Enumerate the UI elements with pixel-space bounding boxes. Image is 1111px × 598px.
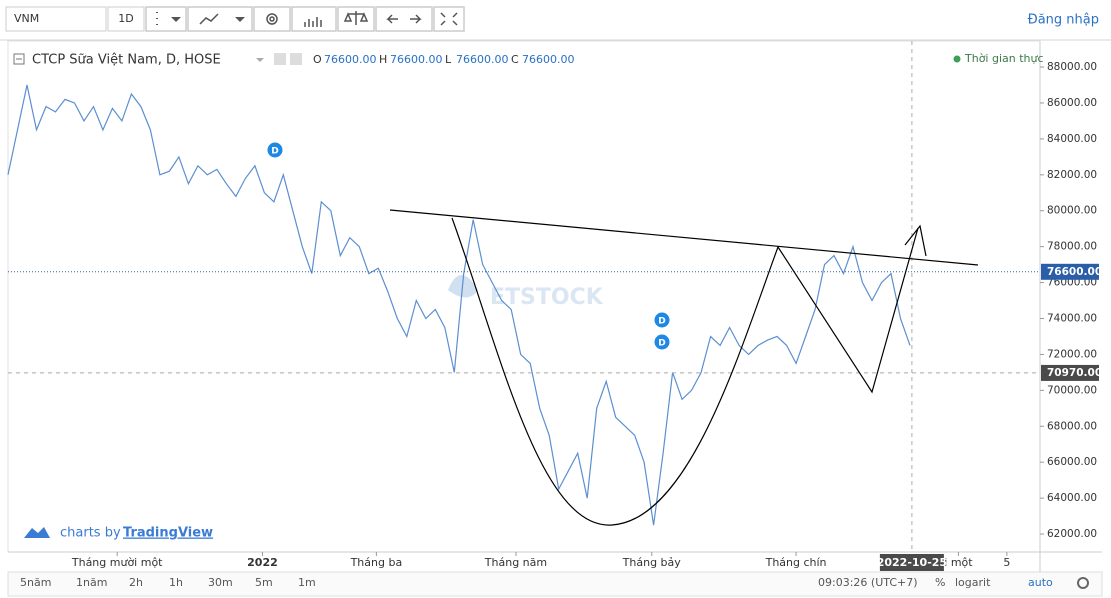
ohlc-value: 76600.00 (324, 53, 377, 66)
interval-button[interactable] (107, 6, 145, 32)
crosshair-x-label: 2022-10-25 (877, 556, 947, 569)
marker-label: D (658, 339, 665, 349)
settings-icon[interactable] (1077, 577, 1089, 589)
ohlc-key: H (379, 53, 387, 66)
range-button[interactable]: 1h (169, 576, 183, 589)
toolbar-icons[interactable] (145, 6, 465, 32)
marker-dot (266, 141, 284, 159)
watermark-text: ETSTOCK (490, 285, 604, 310)
arrow (904, 224, 927, 257)
x-tick-label: Tháng ba (350, 556, 403, 569)
y-tick-label: 62000.00 (1047, 528, 1097, 540)
ohlc-key: C (511, 53, 519, 66)
price-line (7, 84, 911, 526)
range-button[interactable]: 5năm (20, 576, 51, 589)
range-button[interactable]: 1năm (76, 576, 107, 589)
legend-title: CTCP Sữa Việt Nam, D, HOSE (32, 53, 221, 68)
clock: 09:03:26 (UTC+7) (818, 576, 918, 589)
crosshair-x-box (879, 554, 944, 571)
x-tick-label: Tháng chín (765, 556, 827, 569)
bottom-bar (7, 571, 1103, 597)
crosshair-y-label: 70970.00 (1047, 367, 1102, 379)
interval[interactable]: 1D (118, 12, 133, 25)
symbol-box[interactable] (5, 6, 107, 32)
x-tick-label: Tháng bảy (622, 556, 682, 569)
y-tick-label: 74000.00 (1047, 313, 1097, 325)
range-button[interactable]: 5m (255, 576, 273, 589)
marker-label: D (658, 317, 665, 327)
realtime-label: Thời gian thực (964, 52, 1044, 65)
range-button[interactable]: 2h (129, 576, 143, 589)
marker-dot (653, 311, 671, 329)
y-tick-label: 70000.00 (1047, 384, 1097, 396)
y-tick-label: 88000.00 (1047, 61, 1097, 73)
last-price-label: 76600.00 (1047, 266, 1102, 278)
x-tick-label: i một (944, 556, 973, 569)
login-link[interactable]: Đăng nhập (1028, 13, 1099, 28)
y-tick-label: 80000.00 (1047, 205, 1097, 217)
symbol[interactable]: VNM (14, 12, 39, 25)
branding-name[interactable]: TradingView (123, 526, 213, 541)
y-tick-label: 86000.00 (1047, 97, 1097, 109)
y-tick-label: 72000.00 (1047, 348, 1097, 360)
auto-toggle[interactable]: auto (1028, 576, 1053, 589)
y-tick-label: 66000.00 (1047, 456, 1097, 468)
crosshair-y-box (1041, 364, 1099, 381)
y-tick-label: 78000.00 (1047, 241, 1097, 253)
pattern-path (451, 217, 919, 526)
x-tick-label: 2022 (247, 556, 278, 569)
ohlc-value: 76600.00 (522, 53, 575, 66)
y-tick-label: 68000.00 (1047, 420, 1097, 432)
x-tick-label: Tháng năm (484, 556, 547, 569)
plot: 62000.00 64000.00 66000.00 68000.00 70000.00… (7, 41, 1102, 571)
ohlc-value: 76600.00 (390, 53, 443, 66)
ohlc-key: L (445, 53, 452, 66)
trend-line (389, 209, 979, 266)
collapse-icon[interactable] (13, 53, 25, 65)
y-tick-label: 82000.00 (1047, 169, 1097, 181)
ohlc-legend: O 76600.00 H 76600.00 L 76600.00 C 76600.00 (313, 53, 575, 66)
tv-logo (24, 527, 50, 538)
y-tick-label: 64000.00 (1047, 492, 1097, 504)
last-price-box (1041, 263, 1099, 280)
ohlc-value: 76600.00 (456, 53, 509, 66)
branding-prefix: charts by (60, 526, 121, 541)
range-button[interactable]: 30m (208, 576, 233, 589)
x-tick-label: Tháng mười một (71, 556, 163, 569)
x-tick-label: 5 (1003, 556, 1010, 569)
percent-toggle[interactable]: % (935, 576, 945, 589)
marker-dot (653, 333, 671, 351)
dividend-markers: D D D (266, 141, 671, 351)
marker-label: D (271, 147, 278, 157)
y-tick-label: 84000.00 (1047, 133, 1097, 145)
ohlc-key: O (313, 53, 322, 66)
user-drawings (389, 209, 979, 526)
range-button[interactable]: 1m (298, 576, 316, 589)
bottom-controls: 5năm 1năm 2h 1h 30m 5m 1m (20, 576, 316, 589)
log-toggle[interactable]: logarit (955, 576, 991, 589)
plot-area (7, 40, 1041, 553)
